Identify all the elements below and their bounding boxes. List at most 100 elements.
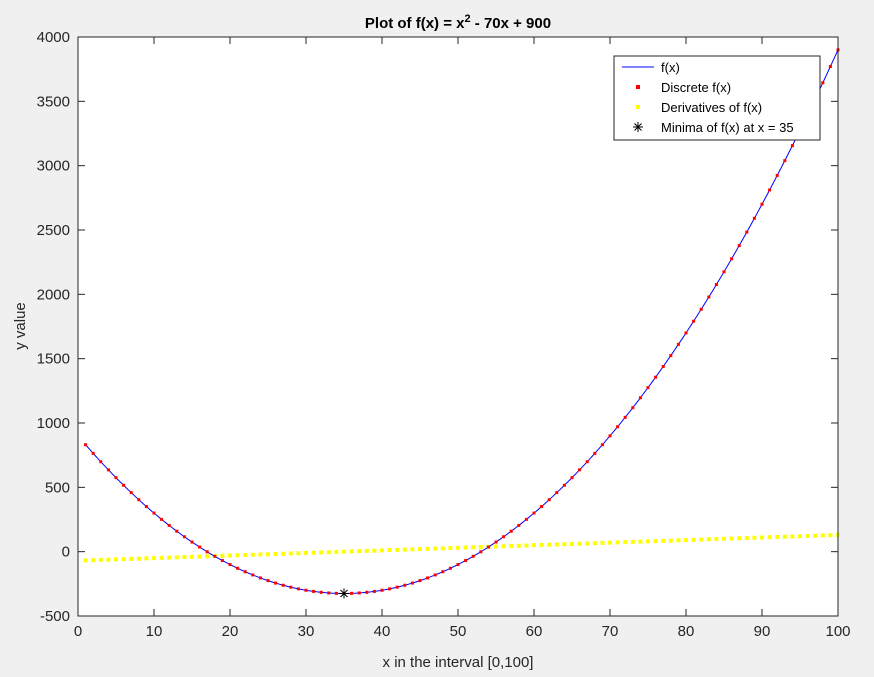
derivative-point <box>190 554 194 559</box>
discrete-point <box>479 550 483 554</box>
y-tick-label: 1000 <box>37 415 70 432</box>
x-axis-ticks: 0 10 20 30 40 50 60 70 80 90 100 <box>74 37 851 640</box>
discrete-point <box>410 581 414 585</box>
derivative-point <box>577 541 582 546</box>
discrete-point <box>669 354 673 358</box>
x-tick-label: 0 <box>74 623 82 640</box>
y-tick-label: -500 <box>40 608 70 625</box>
derivative-point <box>699 537 704 542</box>
derivative-point <box>828 533 833 538</box>
derivative-point <box>661 538 666 543</box>
derivative-point <box>98 557 103 562</box>
discrete-point <box>768 188 772 192</box>
minimum-point <box>340 589 348 598</box>
legend-label-f: f(x) <box>661 60 680 75</box>
derivative-point <box>539 542 544 547</box>
derivative-point <box>456 545 460 550</box>
discrete-point <box>524 517 528 521</box>
discrete-point <box>532 511 536 515</box>
derivative-point <box>471 545 476 550</box>
discrete-point <box>433 573 437 577</box>
discrete-point <box>616 425 620 429</box>
derivative-point <box>554 542 559 547</box>
discrete-point <box>122 483 126 487</box>
x-tick-label: 40 <box>374 623 391 640</box>
discrete-point <box>555 491 559 495</box>
derivative-point <box>524 543 529 548</box>
chart-title: Plot of f(x) = x2 - 70x + 900 <box>365 13 551 32</box>
discrete-point <box>403 583 407 587</box>
f-line <box>85 49 839 594</box>
discrete-point <box>144 505 148 509</box>
derivative-point <box>820 533 825 538</box>
discrete-point <box>684 331 688 335</box>
discrete-point <box>737 244 741 248</box>
discrete-point <box>783 159 787 163</box>
discrete-point <box>562 483 566 487</box>
legend-swatch-minimum <box>633 122 643 132</box>
discrete-point <box>828 64 832 68</box>
derivative-point <box>440 546 445 551</box>
derivative-point <box>448 546 453 551</box>
derivative-point <box>516 543 521 548</box>
discrete-point <box>152 511 156 515</box>
discrete-point <box>213 554 217 558</box>
discrete-point <box>646 386 650 390</box>
discrete-point <box>198 545 202 549</box>
derivative-point <box>364 548 369 553</box>
x-axis-label: x in the interval [0,100] <box>383 654 534 671</box>
derivative-point <box>494 544 498 549</box>
derivative-point <box>509 544 514 549</box>
derivative-point <box>775 534 780 539</box>
derivative-point <box>478 545 483 550</box>
discrete-point <box>631 406 635 410</box>
discrete-point <box>570 476 574 480</box>
derivative-point <box>752 535 757 540</box>
derivative-point <box>281 551 286 556</box>
discrete-point <box>114 476 118 480</box>
derivative-point <box>722 536 726 541</box>
derivative-point <box>623 540 628 545</box>
x-tick-label: 30 <box>298 623 315 640</box>
derivative-point <box>463 545 468 550</box>
y-axis-label: y value <box>12 302 29 350</box>
derivative-point <box>653 539 658 544</box>
discrete-series <box>84 48 840 595</box>
derivative-point <box>737 536 742 541</box>
discrete-point <box>540 505 544 509</box>
discrete-point <box>334 591 338 595</box>
discrete-point <box>578 468 582 472</box>
derivative-point <box>159 555 164 560</box>
derivative-point <box>729 536 734 541</box>
discrete-point <box>106 468 110 472</box>
discrete-point <box>471 554 475 558</box>
derivative-point <box>228 553 232 558</box>
legend-label-discrete: Discrete f(x) <box>661 80 731 95</box>
y-tick-label: 3500 <box>37 93 70 110</box>
discrete-point <box>251 573 255 577</box>
discrete-point <box>372 589 376 593</box>
y-tick-label: 1500 <box>37 351 70 368</box>
discrete-point <box>190 540 194 544</box>
derivative-point <box>813 533 818 538</box>
discrete-point <box>418 579 422 583</box>
derivative-point <box>243 553 248 558</box>
y-tick-label: 500 <box>45 479 70 496</box>
discrete-point <box>182 535 186 539</box>
derivative-point <box>615 540 620 545</box>
discrete-point <box>585 460 589 464</box>
derivative-point <box>600 540 605 545</box>
derivative-point <box>250 552 255 557</box>
derivative-point <box>767 535 772 540</box>
discrete-point <box>266 579 270 583</box>
derivative-point <box>706 537 711 542</box>
x-tick-label: 70 <box>602 623 619 640</box>
derivative-point <box>167 555 172 560</box>
derivative-point <box>790 534 795 539</box>
derivative-point <box>357 549 362 554</box>
title-superscript: 2 <box>464 13 470 25</box>
derivative-point <box>532 543 536 548</box>
discrete-point <box>91 451 95 455</box>
discrete-point <box>775 173 779 177</box>
discrete-point <box>160 517 164 521</box>
